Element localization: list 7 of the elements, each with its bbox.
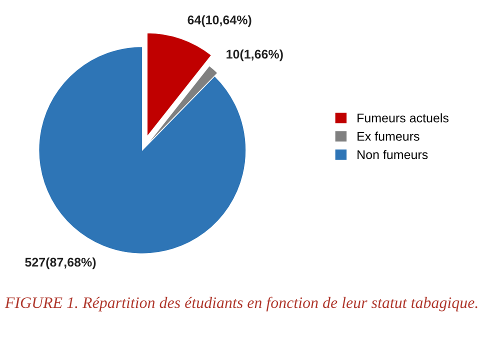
- caption: FIGURE 1. Répartition des étudiants en fonction de leur statut tabagique.: [4, 296, 478, 312]
- data-label: 64(10,64%): [188, 15, 252, 27]
- legend-label: Fumeurs actuels: [358, 113, 449, 122]
- data-label: 10(1,66%): [226, 49, 283, 62]
- legend-label: Ex fumeurs: [358, 132, 420, 141]
- data-label: 527(87,68%): [25, 257, 96, 270]
- legend-label: Non fumeurs: [358, 150, 428, 160]
